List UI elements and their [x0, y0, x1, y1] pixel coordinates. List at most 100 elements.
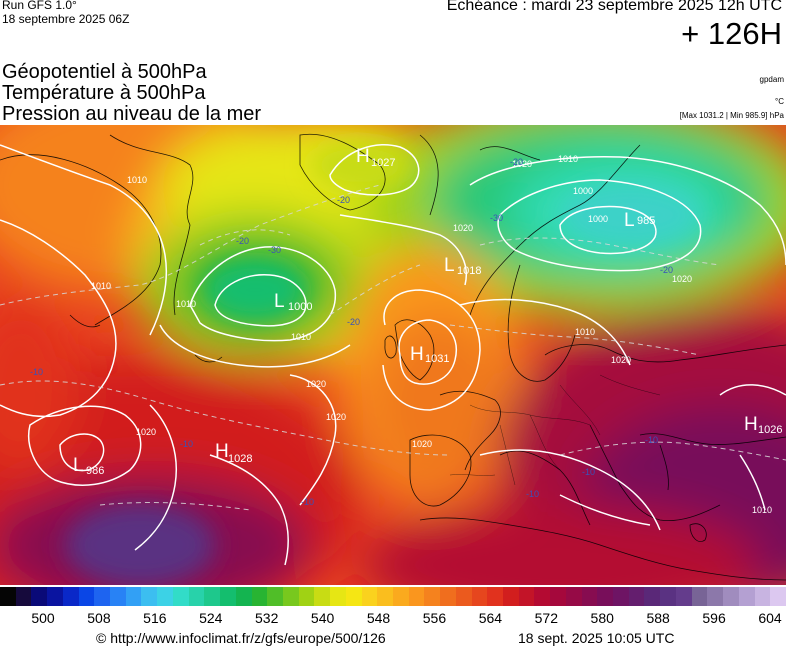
temperature-labels: -20 -20 -30 -20 -10 -10 -10 -20 -10 -10 …: [30, 157, 673, 507]
isobar-label: 1010: [127, 175, 147, 185]
color-scale-swatch: [455, 587, 472, 606]
color-scale-swatch: [675, 587, 692, 606]
pressure-center-value: 1018: [457, 265, 481, 277]
color-scale-swatch: [314, 587, 331, 606]
color-scale-ticks: 500 508 516 524 532 540 548 556 564 572 580 588 596 6…: [0, 610, 786, 628]
color-scale-tick-label: 564: [478, 610, 503, 626]
color-scale-tick-label: 500: [31, 610, 55, 626]
pressure-center-letter: H: [215, 441, 229, 462]
temperature-label: -10: [582, 467, 595, 477]
isobar-label: 1020: [453, 223, 473, 233]
color-scale-swatch: [597, 587, 614, 606]
color-scale-swatch: [503, 587, 519, 606]
color-scale-swatch: [550, 587, 566, 606]
title-pressure: Pression au niveau de la mer: [2, 103, 262, 125]
color-scale-swatch: [408, 587, 425, 606]
isobar-label: 1000: [573, 186, 593, 196]
color-scale-tick-label: 524: [199, 610, 223, 626]
pressure-center-value: 1028: [228, 453, 252, 465]
temperature-label: -20: [236, 236, 249, 246]
temperature-label: -10: [301, 497, 314, 507]
color-scale-swatch: [15, 587, 32, 606]
color-scale-swatch: [282, 587, 299, 606]
forecast-valid-time: Echéance : mardi 23 septembre 2025 12h U…: [446, 0, 782, 14]
pressure-center-letter: L: [624, 210, 635, 231]
color-scale-swatch: [330, 587, 346, 606]
color-scale-swatch: [424, 587, 441, 606]
isobar-label: 1020: [136, 427, 156, 437]
coastlines: [0, 133, 786, 581]
isobar-label: 1000: [588, 214, 608, 224]
color-scale-swatch: [110, 587, 126, 606]
color-scale-swatch: [613, 587, 629, 606]
color-scale-tick-label: 580: [590, 610, 614, 626]
isobar-label: 1020: [326, 412, 346, 422]
isotherms: [0, 184, 786, 511]
isobar-label: 1020: [672, 274, 692, 284]
color-scale-tick-label: 508: [87, 610, 111, 626]
pressure-centers: H 1027 L 1018 L 985 L 1000 H 1031 H 1026…: [73, 146, 782, 477]
color-scale-swatch: [440, 587, 456, 606]
color-scale-swatch: [298, 587, 315, 606]
temperature-label: -10: [30, 367, 43, 377]
title-geopotential: Géopotentiel à 500hPa: [2, 61, 207, 83]
run-date: 18 septembre 2025 06Z: [2, 12, 130, 26]
temperature-label: -10: [526, 489, 539, 499]
isobar-label: 1020: [412, 439, 432, 449]
color-scale-tick-label: 588: [646, 610, 670, 626]
pressure-center-letter: L: [444, 255, 455, 276]
isobar-label: 1010: [575, 327, 595, 337]
unit-temperature: °C: [775, 97, 784, 106]
temperature-label: -20: [660, 265, 673, 275]
geopotential-field: [0, 125, 786, 585]
pressure-range: [Max 1031.2 | Min 985.9] hPa: [679, 111, 784, 120]
color-scale-swatch: [738, 587, 755, 606]
color-scale-tick-label: 572: [534, 610, 558, 626]
color-scale-swatch: [47, 587, 63, 606]
color-scale-swatch: [628, 587, 645, 606]
color-scale-tick-label: 540: [310, 610, 335, 626]
pressure-center-value: 1027: [371, 157, 395, 169]
temperature-label: -20: [347, 317, 360, 327]
color-scale-swatch: [691, 587, 708, 606]
color-scale-tick-label: 596: [702, 610, 726, 626]
color-scale-swatch: [660, 587, 676, 606]
color-scale-swatch: [644, 587, 661, 606]
color-scale-tick-label: 516: [143, 610, 167, 626]
weather-map: H 1027 L 1018 L 985 L 1000 H 1031 H 1026…: [0, 125, 786, 585]
pressure-center-letter: H: [410, 344, 424, 365]
color-scale-swatch: [172, 587, 189, 606]
color-scale-swatch: [94, 587, 111, 606]
color-scale-swatch: [31, 587, 48, 606]
isobar-label: 1020: [611, 355, 631, 365]
color-scale-swatch: [471, 587, 488, 606]
color-scale-tick-label: 604: [758, 610, 782, 626]
color-scale-tick-label: 556: [422, 610, 447, 626]
isobar-label: 1020: [306, 379, 326, 389]
extremes-field: [65, 140, 700, 585]
pressure-center-value: 986: [86, 465, 104, 477]
temperature-label: -10: [645, 435, 658, 445]
forecast-lead-time: + 126H: [681, 16, 782, 51]
temperature-label: -30: [268, 245, 281, 255]
color-scale-swatch: [251, 587, 268, 606]
color-scale-swatch: [487, 587, 503, 606]
color-scale-swatch: [220, 587, 236, 606]
color-scale-swatch: [204, 587, 221, 606]
color-scale-swatch: [770, 587, 786, 606]
copyright-url: © http://www.infoclimat.fr/z/gfs/europe/…: [96, 630, 386, 646]
color-scale-swatch: [723, 587, 739, 606]
color-scale-tick-label: 532: [255, 610, 279, 626]
color-scale-swatch: [267, 587, 283, 606]
pressure-center-letter: L: [73, 455, 84, 476]
isobar-label: 1020: [512, 159, 532, 169]
color-scale-swatch: [188, 587, 205, 606]
isobar-label: 1010: [176, 299, 196, 309]
color-scale-swatch: [707, 587, 724, 606]
color-scale-swatch: [392, 587, 409, 606]
pressure-center-letter: L: [274, 291, 285, 312]
isobar-labels: 1010 1010 1000 1010 1020 1010 1010 1020 …: [91, 154, 772, 515]
temperature-label: -20: [337, 195, 350, 205]
isobar-label: 1010: [558, 154, 578, 164]
borders: [449, 374, 661, 486]
